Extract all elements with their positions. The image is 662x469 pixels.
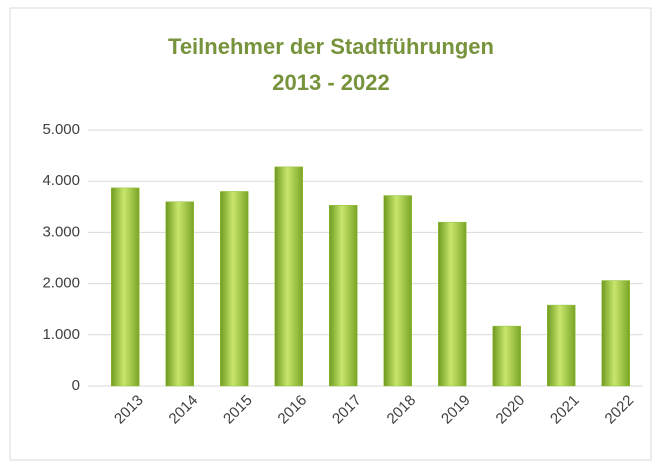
y-tick-label: 1.000: [42, 326, 80, 343]
y-tick-label: 2.000: [42, 275, 80, 292]
chart-title: Teilnehmer der Stadtführungen: [168, 34, 494, 59]
bar: [493, 326, 521, 386]
y-tick-label: 4.000: [42, 172, 80, 189]
y-tick-label: 0: [72, 377, 80, 394]
y-tick-label: 3.000: [42, 223, 80, 240]
chart-subtitle: 2013 - 2022: [272, 70, 389, 95]
bar: [602, 281, 630, 386]
bar: [220, 191, 248, 386]
chart: Teilnehmer der Stadtführungen 2013 - 202…: [0, 0, 662, 464]
bar: [329, 205, 357, 386]
bar: [438, 222, 466, 386]
bar: [384, 196, 412, 386]
bar: [111, 188, 139, 386]
y-tick-label: 5.000: [42, 121, 80, 138]
bar: [547, 305, 575, 386]
bar: [166, 202, 194, 386]
bar: [275, 167, 303, 386]
